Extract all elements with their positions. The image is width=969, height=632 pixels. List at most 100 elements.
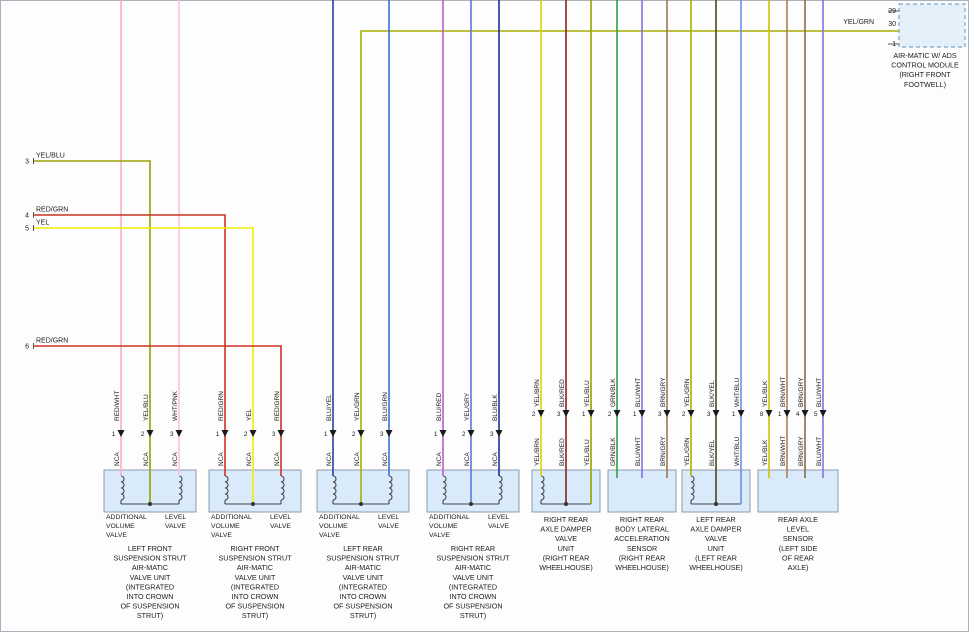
- wire-pin-number: 3: [380, 431, 384, 438]
- left-pin-number: 3: [25, 159, 29, 166]
- wire-pin-number: 2: [532, 411, 536, 418]
- level-valve-label: VALVE: [270, 523, 291, 530]
- connector-arrow-icon: [737, 410, 745, 417]
- wire-color-label-lower: BLU/WHT: [816, 437, 823, 466]
- wire-pin-number: 1: [582, 411, 586, 418]
- valve-coil-icon: [498, 475, 503, 501]
- wire-connector-label: NCA: [464, 452, 471, 466]
- connector-arrow-icon: [663, 410, 671, 417]
- wire-connector-label: NCA: [172, 452, 179, 466]
- wire-pin-number: 2: [682, 411, 686, 418]
- level-valve-label: LEVEL: [165, 514, 186, 521]
- connector-arrow-icon: [467, 430, 475, 437]
- junction-dot: [469, 502, 473, 506]
- wire-red-grn: [33, 214, 226, 476]
- wire-color-label-lower: YEL/BRN: [534, 438, 541, 466]
- valve-coil-icon: [442, 475, 447, 501]
- level-valve-label: VALVE: [488, 523, 509, 530]
- wire-pin-number: 1: [324, 431, 328, 438]
- wire-color-label: BLK/RED: [559, 379, 566, 407]
- component-name-line: OF REAR: [782, 553, 814, 562]
- left-pin-wire-label: RED/GRN: [36, 207, 68, 214]
- junction-dot: [714, 502, 718, 506]
- connector-arrow-icon: [117, 430, 125, 437]
- wire-pin-number: 3: [170, 431, 174, 438]
- component-name-line: RIGHT REAR: [544, 515, 588, 524]
- wire-yel-grn: [360, 30, 899, 504]
- component-name-line: AIR-MATIC: [237, 563, 273, 572]
- component-name-line: VALVE UNIT: [235, 573, 276, 582]
- wire-connector-label: NCA: [436, 452, 443, 466]
- connector-arrow-icon: [783, 410, 791, 417]
- additional-volume-valve-label: VALVE: [106, 532, 127, 539]
- component-box-2: [316, 469, 410, 513]
- left-pin-wire-label: YEL/BLU: [36, 153, 65, 160]
- connector-arrow-icon: [329, 430, 337, 437]
- connector-arrow-icon: [562, 410, 570, 417]
- junction-dot: [251, 502, 255, 506]
- additional-volume-valve-label: VALVE: [211, 532, 232, 539]
- component-box-5: [607, 469, 677, 513]
- component-name-line: SUSPENSION STRUT: [326, 554, 400, 563]
- connector-arrow-icon: [587, 410, 595, 417]
- component-name-line: UNIT: [708, 544, 725, 553]
- module-name-line: CONTROL MODULE: [891, 61, 959, 70]
- module-name-line: (RIGHT FRONT: [899, 70, 951, 79]
- component-name-line: OF SUSPENSION: [443, 602, 502, 611]
- component-name-line: REAR AXLE: [778, 515, 818, 524]
- valve-coil-icon: [388, 475, 393, 501]
- component-name-line: STRUT): [350, 611, 376, 620]
- wire-color-label: BLU/GRN: [382, 392, 389, 421]
- component-name-line: INTO CROWN: [127, 592, 174, 601]
- connector-arrow-icon: [357, 430, 365, 437]
- wire-color-label: YEL: [246, 408, 253, 421]
- module-pin-number: 1: [892, 41, 896, 48]
- additional-volume-valve-label: VOLUME: [106, 523, 135, 530]
- component-name-line: RIGHT REAR: [451, 544, 495, 553]
- wire-pin-number: 2: [352, 431, 356, 438]
- component-box-1: [208, 469, 302, 513]
- level-valve-label: VALVE: [378, 523, 399, 530]
- wire-connector-label: NCA: [246, 452, 253, 466]
- wire-pin-number: 3: [557, 411, 561, 418]
- component-box-7: [757, 469, 839, 513]
- component-name-line: (LEFT SIDE: [779, 544, 818, 553]
- component-name-line: INTO CROWN: [340, 592, 387, 601]
- additional-volume-valve-label: VALVE: [319, 532, 340, 539]
- component-name-line: OF SUSPENSION: [225, 602, 284, 611]
- wire-pin-number: 1: [732, 411, 736, 418]
- wire-color-label: BRN/WHT: [780, 377, 787, 407]
- component-name-line: VALVE UNIT: [453, 573, 494, 582]
- wire-color-label-lower: GRN/BLK: [610, 437, 617, 466]
- module-wire-label: YEL/GRN: [843, 19, 874, 26]
- wire-color-label: BLU/RED: [436, 393, 443, 421]
- additional-volume-valve-label: ADDITIONAL: [106, 514, 147, 521]
- component-name-line: LEFT FRONT: [128, 544, 173, 553]
- connector-arrow-icon: [537, 410, 545, 417]
- left-pin-number: 5: [25, 226, 29, 233]
- wire-pin-number: 2: [141, 431, 145, 438]
- left-pin-wire-label: RED/GRN: [36, 338, 68, 345]
- connector-arrow-icon: [146, 430, 154, 437]
- wire-color-label-lower: BRN/GRY: [798, 436, 805, 466]
- junction-dot: [564, 502, 568, 506]
- level-valve-label: LEVEL: [488, 514, 509, 521]
- additional-volume-valve-label: VOLUME: [429, 523, 458, 530]
- wire-color-label: RED/WHT: [114, 391, 121, 421]
- component-name-line: BODY LATERAL: [615, 525, 669, 534]
- component-name-line: LEFT REAR: [343, 544, 382, 553]
- additional-volume-valve-label: VALVE: [429, 532, 450, 539]
- connector-arrow-icon: [819, 410, 827, 417]
- wire-pin-number: 1: [778, 411, 782, 418]
- junction-dot: [359, 502, 363, 506]
- component-name-line: VALVE: [555, 534, 577, 543]
- component-name-line: AXLE DAMPER: [540, 525, 591, 534]
- component-name-line: AIR-MATIC: [455, 563, 491, 572]
- wire-pin-number: 2: [608, 411, 612, 418]
- valve-coil-icon: [178, 475, 183, 501]
- wire-color-label: WHT/BLU: [734, 377, 741, 407]
- component-name-line: OF SUSPENSION: [120, 602, 179, 611]
- wire-pin-number: 1: [112, 431, 116, 438]
- wire-pin-number: 4: [796, 411, 800, 418]
